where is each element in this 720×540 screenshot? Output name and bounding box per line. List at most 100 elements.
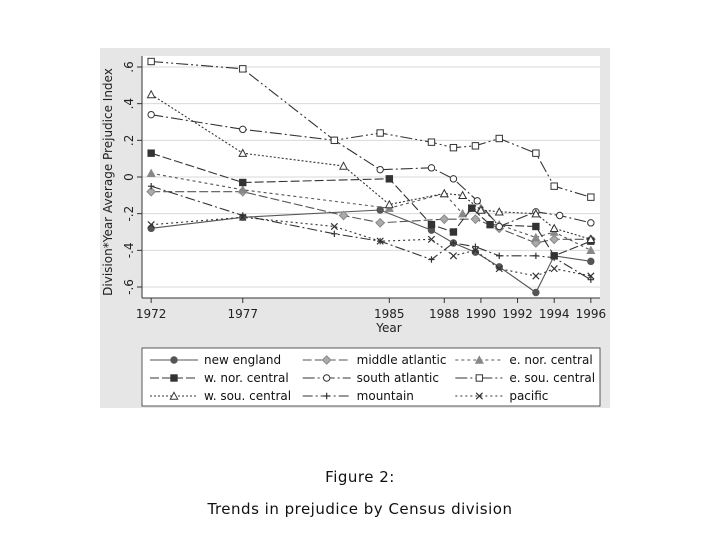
legend-label-e-sou-central: e. sou. central bbox=[509, 371, 595, 385]
data-point-w-sou-central bbox=[238, 148, 248, 157]
legend-marker-w-nor-central bbox=[170, 374, 178, 382]
data-point-w-nor-central bbox=[486, 220, 494, 229]
legend-marker-south-atlantic bbox=[322, 374, 331, 382]
data-point-middle-atlantic bbox=[338, 210, 349, 221]
data-point-e-sou-central bbox=[495, 134, 503, 143]
figure-title: Trends in prejudice by Census division bbox=[207, 500, 513, 518]
data-point-w-sou-central bbox=[146, 89, 156, 99]
legend-marker-new-england bbox=[170, 356, 178, 364]
data-point-e-sou-central bbox=[147, 57, 155, 66]
data-point-middle-atlantic bbox=[470, 214, 481, 225]
y-axis-title: Division*Year Average Prejudice Index bbox=[101, 68, 115, 296]
data-point-south-atlantic bbox=[427, 164, 436, 172]
legend-label-new-england: new england bbox=[204, 353, 281, 367]
y-tick-label: -.4 bbox=[122, 242, 136, 258]
data-point-middle-atlantic bbox=[375, 217, 386, 228]
x-tick-label: 1994 bbox=[539, 307, 570, 321]
data-point-w-nor-central bbox=[449, 228, 458, 236]
data-point-mountain bbox=[472, 243, 479, 250]
series-line-new-england bbox=[151, 209, 591, 294]
data-point-w-sou-central bbox=[494, 207, 504, 216]
data-point-south-atlantic bbox=[239, 125, 247, 134]
data-point-w-nor-central bbox=[468, 204, 476, 212]
data-point-e-sou-central bbox=[427, 138, 436, 146]
y-tick-label: -.6 bbox=[122, 279, 136, 295]
legend-label-south-atlantic: south atlantic bbox=[357, 371, 439, 385]
data-point-w-nor-central bbox=[239, 178, 247, 187]
data-point-e-nor-central bbox=[146, 168, 156, 178]
data-point-middle-atlantic bbox=[439, 214, 450, 225]
data-point-w-nor-central bbox=[385, 175, 394, 183]
data-point-south-atlantic bbox=[587, 219, 595, 227]
legend-marker-middle-atlantic bbox=[321, 355, 332, 365]
legend-label-w-nor-central: w. nor. central bbox=[204, 371, 289, 385]
data-point-e-sou-central bbox=[587, 193, 595, 201]
legend-marker-e-sou-central bbox=[475, 374, 484, 382]
chart-frame: -.6 -.4 -.2 0 .2 .4 .6 1972 1977 1985 1988 1990 1992… bbox=[100, 48, 610, 408]
x-tick-label: 1988 bbox=[429, 307, 460, 321]
data-point-w-sou-central bbox=[549, 223, 559, 233]
data-point-middle-atlantic bbox=[146, 186, 157, 197]
data-point-south-atlantic bbox=[147, 110, 155, 119]
data-point-mountain bbox=[428, 256, 435, 263]
x-tick-label: 1990 bbox=[466, 307, 497, 321]
legend-marker-e-nor-central bbox=[474, 355, 484, 364]
data-point-south-atlantic bbox=[495, 222, 503, 231]
legend-marker-pacific bbox=[475, 392, 483, 400]
x-tick-label: 1977 bbox=[227, 307, 258, 321]
y-tick-label: .6 bbox=[122, 61, 136, 72]
data-point-w-nor-central bbox=[147, 149, 155, 157]
legend-label-mountain: mountain bbox=[357, 389, 414, 403]
x-tick-label: 1985 bbox=[374, 307, 405, 321]
data-point-pacific bbox=[147, 221, 155, 229]
data-point-w-nor-central bbox=[427, 220, 436, 229]
data-point-new-england bbox=[587, 257, 595, 266]
data-point-w-sou-central bbox=[531, 208, 541, 218]
data-point-new-england bbox=[376, 206, 384, 214]
line-chart: -.6 -.4 -.2 0 .2 .4 .6 1972 1977 1985 1988 1990 1992… bbox=[101, 56, 606, 407]
data-point-e-sou-central bbox=[471, 142, 480, 150]
data-point-e-nor-central bbox=[458, 208, 468, 218]
data-point-e-nor-central bbox=[586, 245, 596, 255]
data-point-mountain bbox=[587, 276, 595, 283]
data-point-south-atlantic bbox=[555, 211, 564, 220]
data-point-w-sou-central bbox=[338, 161, 349, 170]
data-point-pacific bbox=[532, 272, 540, 280]
y-tick-label: -.2 bbox=[122, 206, 136, 222]
data-point-e-sou-central bbox=[550, 182, 558, 190]
data-point-w-sou-central bbox=[586, 234, 596, 244]
data-point-south-atlantic bbox=[449, 175, 458, 183]
y-tick-label: .4 bbox=[122, 98, 136, 109]
data-point-pacific bbox=[449, 252, 458, 260]
legend-label-pacific: pacific bbox=[509, 389, 548, 403]
series-line-w-nor-central bbox=[151, 152, 592, 257]
data-point-e-nor-central bbox=[238, 185, 248, 194]
data-point-pacific bbox=[330, 222, 338, 231]
legend-label-w-sou-central: w. sou. central bbox=[204, 389, 291, 403]
data-point-mountain bbox=[532, 252, 540, 260]
figure-label: Figure 2: bbox=[325, 468, 395, 486]
data-point-pacific bbox=[587, 272, 595, 280]
data-point-pacific bbox=[376, 237, 384, 245]
data-point-pacific bbox=[239, 213, 247, 221]
data-point-mountain bbox=[331, 230, 338, 238]
data-point-pacific bbox=[550, 265, 558, 273]
data-point-w-sou-central bbox=[458, 190, 468, 200]
x-tick-label: 1972 bbox=[136, 307, 167, 321]
x-tick-label: 1992 bbox=[502, 307, 533, 321]
data-point-e-sou-central bbox=[330, 136, 339, 145]
y-tick-label: 0 bbox=[122, 173, 136, 181]
data-point-pacific bbox=[427, 235, 436, 243]
data-point-mountain bbox=[551, 254, 558, 261]
legend-label-e-nor-central: e. nor. central bbox=[509, 353, 592, 367]
data-point-new-england bbox=[495, 263, 503, 271]
data-point-e-sou-central bbox=[239, 65, 247, 73]
data-point-south-atlantic bbox=[376, 165, 384, 174]
data-point-e-nor-central bbox=[531, 232, 541, 242]
data-point-middle-atlantic bbox=[549, 234, 560, 245]
y-tick-label: .2 bbox=[122, 135, 136, 146]
legend-label-middle-atlantic: middle atlantic bbox=[357, 353, 447, 367]
data-point-new-england bbox=[532, 288, 540, 297]
data-point-e-sou-central bbox=[532, 149, 540, 157]
x-axis-title: Year bbox=[375, 321, 401, 335]
